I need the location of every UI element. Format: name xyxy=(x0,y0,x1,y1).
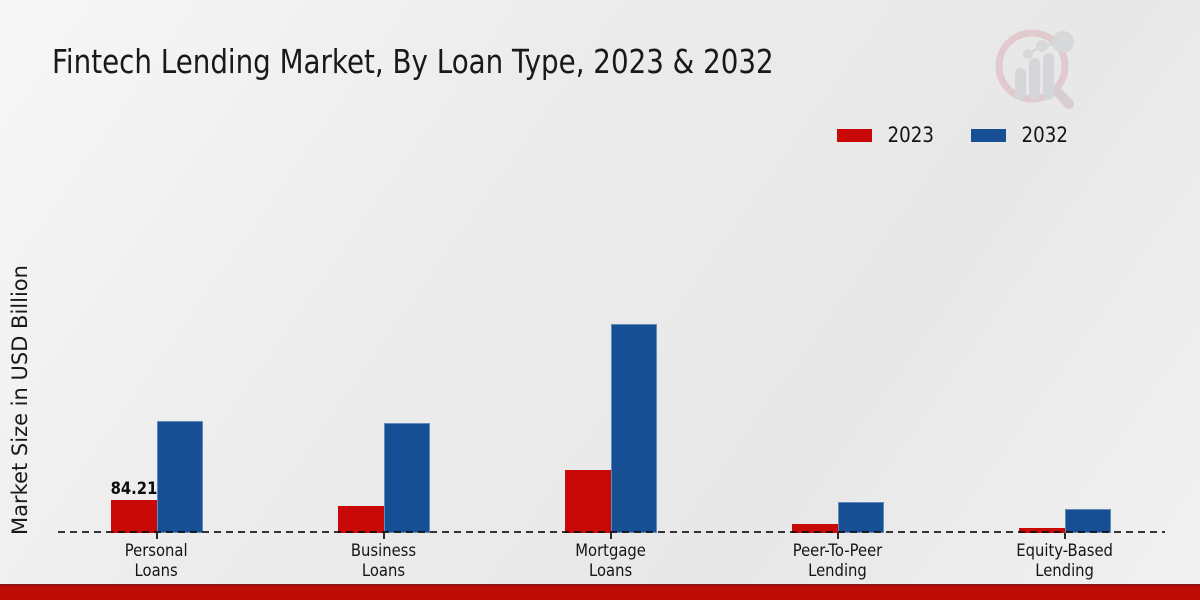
footer-accent-bar xyxy=(0,584,1200,600)
legend-swatch-2023 xyxy=(837,128,872,142)
x-axis-dashed-baseline xyxy=(58,531,1165,533)
market-research-future-logo-icon xyxy=(995,29,1074,109)
bar-2032-peer-to-peer-lending xyxy=(837,502,884,533)
bar-2023-business-loans xyxy=(337,505,384,533)
legend-swatch-2032 xyxy=(971,128,1007,142)
bar-2023-mortgage-loans xyxy=(564,469,611,533)
category-label-mortgage-loans: Mortgage Loans xyxy=(575,541,646,581)
category-label-peer-to-peer-lending: Peer-To-Peer Lending xyxy=(792,541,883,581)
x-axis-tick xyxy=(1063,533,1066,539)
x-axis-tick xyxy=(609,533,612,539)
legend-label-2023: 2023 xyxy=(887,123,934,147)
bar-2032-equity-based-lending xyxy=(1064,509,1111,533)
x-axis-tick xyxy=(836,533,839,539)
bar-2023-equity-based-lending xyxy=(1018,527,1065,533)
category-label-equity-based-lending: Equity-Based Lending xyxy=(1016,541,1113,581)
x-axis-tick xyxy=(155,533,158,539)
bar-2032-personal-loans xyxy=(156,420,203,533)
category-label-personal-loans: Personal Loans xyxy=(125,541,188,581)
bar-2032-mortgage-loans xyxy=(610,324,657,533)
category-label-business-loans: Business Loans xyxy=(350,541,417,581)
chart-title-text: Fintech Lending Market, By Loan Type, 20… xyxy=(52,42,774,81)
bar-value-label: 84.21 xyxy=(110,479,157,499)
x-axis-tick xyxy=(382,533,385,539)
bar-2023-peer-to-peer-lending xyxy=(791,523,838,533)
legend: 2023 2032 xyxy=(837,123,1072,147)
bar-2023-personal-loans xyxy=(110,500,157,533)
legend-label-2032: 2032 xyxy=(1021,123,1069,147)
bar-2032-business-loans xyxy=(383,423,430,533)
chart-title: Fintech Lending Market, By Loan Type, 20… xyxy=(52,42,911,81)
